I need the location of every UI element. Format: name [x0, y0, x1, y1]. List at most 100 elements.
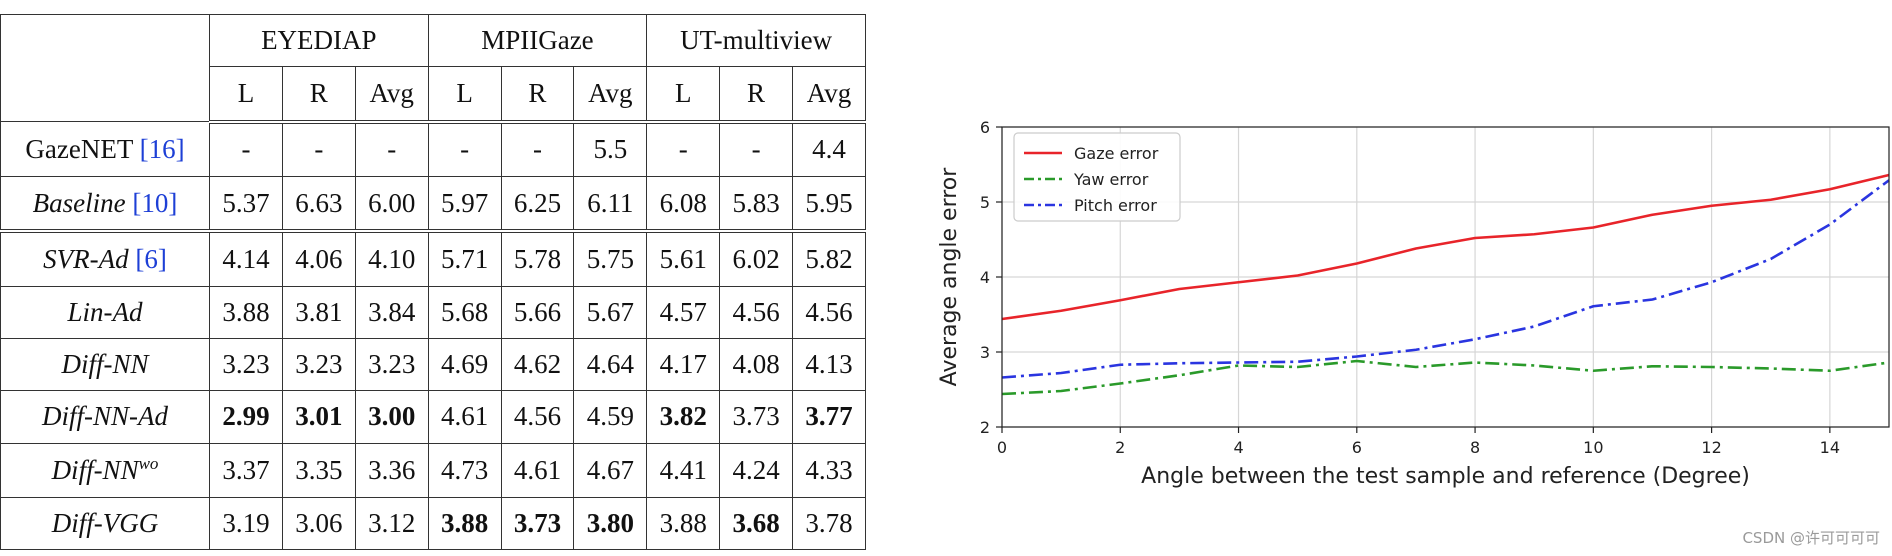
value-cell: 4.33: [792, 442, 866, 498]
dataset-header-ut-multiview: UT-multiview: [646, 13, 866, 68]
value-cell: 3.80: [573, 496, 648, 551]
value-cell: 3.78: [792, 496, 866, 551]
method-name-cell: Lin-Ad: [0, 285, 210, 339]
table-row: Lin-Ad 3.88 3.81 3.84 5.68 5.66 5.67 4.57 4.56 4.…: [0, 285, 866, 339]
method-name: SVR-Ad: [43, 243, 129, 274]
citation-number[interactable]: 10: [141, 187, 169, 218]
value-cell: 3.88: [209, 285, 283, 339]
x-tick-label: 6: [1352, 438, 1362, 457]
x-tick-label: 14: [1820, 438, 1840, 457]
table-row: SVR-Ad [6] 4.14 4.06 4.10 5.71 5.78 5.75 5.61 6.…: [0, 230, 866, 287]
value-cell: 5.67: [573, 285, 648, 339]
x-tick-label: 10: [1583, 438, 1603, 457]
method-name: Lin-Ad: [67, 296, 143, 327]
subcol-header: Avg: [354, 66, 429, 124]
method-name: Diff-NN: [61, 349, 149, 380]
value-cell: 3.36: [354, 442, 429, 498]
method-name: GazeNET: [25, 133, 133, 164]
value-cell: 3.00: [354, 390, 429, 444]
chart-legend: Gaze error Yaw error Pitch error: [1013, 132, 1181, 222]
subcol-header: R: [281, 66, 356, 124]
value-cell: 3.88: [646, 496, 721, 551]
legend-label: Pitch error: [1074, 196, 1157, 215]
value-cell: 6.08: [646, 175, 721, 234]
value-cell: 4.64: [573, 337, 648, 392]
value-cell: 6.25: [500, 175, 575, 234]
value-cell: -: [646, 121, 721, 177]
table-row: Diff-VGG 3.19 3.06 3.12 3.88 3.73 3.80 3.88 3.68…: [0, 496, 866, 551]
value-cell: 5.83: [719, 175, 793, 234]
value-cell: -: [281, 121, 356, 177]
value-cell: 4.59: [573, 390, 648, 444]
value-cell: 4.56: [500, 390, 575, 444]
value-cell: 5.75: [573, 230, 648, 287]
table-header-datasets: EYEDIAP MPIIGaze UT-multiview: [0, 13, 866, 123]
method-name: Diff-VGG: [51, 507, 159, 538]
value-cell: 4.06: [281, 230, 356, 287]
subcol-header: R: [500, 66, 575, 124]
method-name-cell: Baseline [10]: [0, 175, 210, 234]
value-cell: 5.71: [427, 230, 502, 287]
x-tick-label: 0: [997, 438, 1007, 457]
subcol-header: Avg: [573, 66, 648, 124]
citation-link[interactable]: [6]: [128, 243, 167, 274]
subcol-header: R: [719, 66, 793, 124]
value-cell: 5.61: [646, 230, 721, 287]
csdn-watermark: CSDN @许可可可可: [1742, 529, 1880, 547]
subcol-header: L: [646, 66, 721, 124]
value-cell: 6.11: [573, 175, 648, 234]
value-cell: 4.10: [354, 230, 429, 287]
value-cell: 3.77: [792, 390, 866, 444]
method-name: Diff-NN: [51, 455, 139, 486]
x-tick-label: 12: [1701, 438, 1721, 457]
value-cell: -: [500, 121, 575, 177]
value-cell: 4.61: [427, 390, 502, 444]
results-table: EYEDIAP MPIIGaze UT-multiview L R Avg L R Avg…: [0, 13, 866, 554]
value-cell: 4.24: [719, 442, 793, 498]
value-cell: 3.23: [209, 337, 283, 392]
citation-link[interactable]: [10]: [125, 187, 178, 218]
method-name: Baseline: [32, 187, 126, 218]
value-cell: 3.81: [281, 285, 356, 339]
value-cell: 5.82: [792, 230, 866, 287]
table-row: Diff-NNwo 3.37 3.35 3.36 4.73 4.61 4.67 4.41 4.2…: [0, 442, 866, 498]
value-cell: 3.84: [354, 285, 429, 339]
y-axis-label: Average angle error: [937, 167, 962, 387]
value-cell: -: [209, 121, 283, 177]
value-cell: 4.56: [792, 285, 866, 339]
value-cell: 5.5: [573, 121, 648, 177]
value-cell: 6.63: [281, 175, 356, 234]
method-superscript: wo: [138, 454, 159, 474]
value-cell: 4.17: [646, 337, 721, 392]
value-cell: 3.19: [209, 496, 283, 551]
value-cell: 3.68: [719, 496, 793, 551]
value-cell: 3.01: [281, 390, 356, 444]
table-row: Baseline [10] 5.37 6.63 6.00 5.97 6.25 6.11 6.0…: [0, 175, 866, 234]
y-tick-label: 6: [980, 118, 990, 137]
dataset-header-eyediap: EYEDIAP: [209, 13, 429, 68]
x-axis-label: Angle between the test sample and refere…: [1141, 464, 1750, 489]
series-line-pitch-error: [1001, 179, 1890, 379]
value-cell: -: [719, 121, 793, 177]
y-tick-label: 4: [980, 268, 990, 287]
series-line-gaze-error: [1001, 173, 1890, 321]
value-cell: 3.06: [281, 496, 356, 551]
value-cell: 3.73: [719, 390, 793, 444]
method-name-cell: Diff-NN-Ad: [0, 390, 210, 444]
citation-number[interactable]: 6: [144, 243, 158, 274]
series-line-yaw-error: [1001, 359, 1890, 396]
value-cell: 5.97: [427, 175, 502, 234]
value-cell: 4.57: [646, 285, 721, 339]
value-cell: 5.78: [500, 230, 575, 287]
x-tick-label: 8: [1470, 438, 1480, 457]
citation-link[interactable]: [16]: [132, 133, 185, 164]
value-cell: 4.67: [573, 442, 648, 498]
legend-label: Gaze error: [1074, 144, 1159, 163]
value-cell: 6.02: [719, 230, 793, 287]
value-cell: 4.69: [427, 337, 502, 392]
value-cell: 4.56: [719, 285, 793, 339]
value-cell: 3.37: [209, 442, 283, 498]
citation-number[interactable]: 16: [148, 133, 176, 164]
